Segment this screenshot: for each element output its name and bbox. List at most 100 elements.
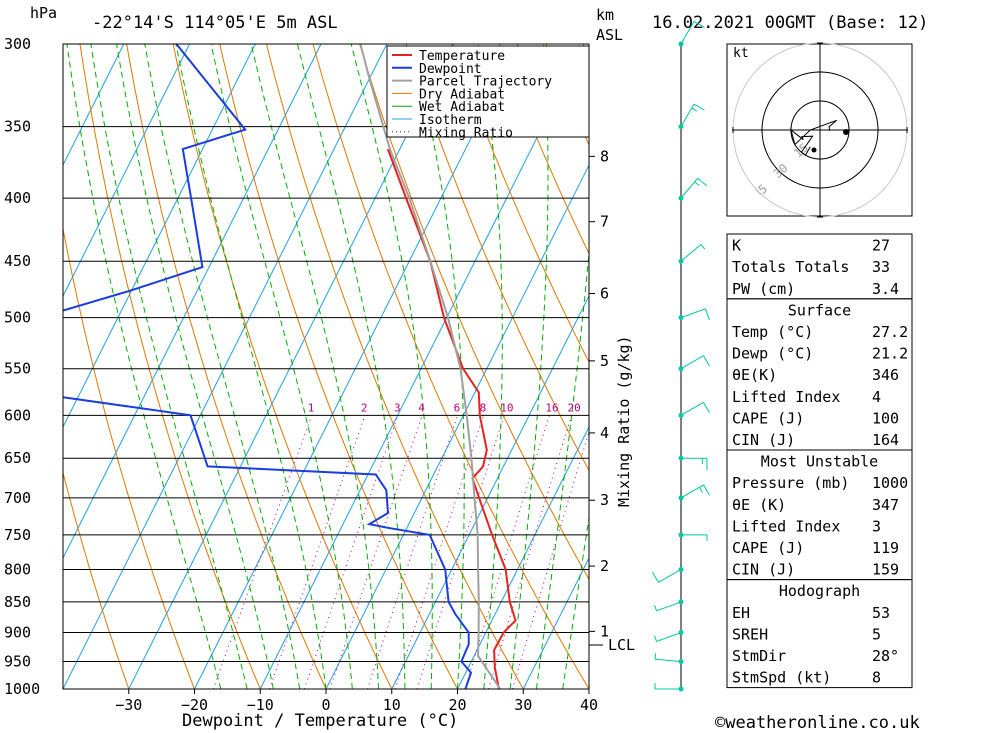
wet-adiabat-line <box>144 44 301 689</box>
isotherm-line <box>128 44 453 689</box>
hodograph-index-label: EH <box>732 604 750 622</box>
mixing-ratio-value-label: 20 <box>567 401 580 414</box>
most-unstable-index-label: CAPE (J) <box>732 539 804 557</box>
most-unstable-index-label: θE (K) <box>732 496 786 514</box>
mixing-ratio-labels: 1 2 3 4 6 8 10 16 20 <box>308 401 581 414</box>
height-tick-label: 8 <box>600 147 609 165</box>
isotherm-line <box>63 44 125 167</box>
temperature-tick-label: −10 <box>247 696 274 714</box>
wind-barb-flag <box>652 571 659 583</box>
general-index-label: Totals Totals <box>732 258 849 276</box>
isotherm-line <box>259 44 585 689</box>
isotherm-line <box>522 556 589 689</box>
wind-barb-flag <box>700 244 706 250</box>
surface-index-label: CAPE (J) <box>732 409 804 427</box>
hodograph-index-label: SREH <box>732 625 768 643</box>
mixing-ratio-axis-label: Mixing Ratio (g/kg) <box>615 335 633 507</box>
surface-index-label: θE(K) <box>732 366 777 384</box>
dry-adiabat-line <box>126 44 327 689</box>
temperature-axis-labels: −30 −20 −10 0 10 20 30 40 <box>115 689 598 714</box>
general-index-value: 3.4 <box>872 280 899 298</box>
pressure-tick-label: 600 <box>4 406 31 424</box>
mixing-ratio-value-label: 1 <box>308 401 315 414</box>
hodograph-index-value: 53 <box>872 604 890 622</box>
general-index-value: 33 <box>872 258 890 276</box>
wind-barb-flag <box>704 308 711 321</box>
pressure-tick-label: 750 <box>4 526 31 544</box>
copyright-label: ©weatheronline.co.uk <box>715 713 920 733</box>
pressure-axis-labels: 300 350 400 450 500 550 600 650 700 750 800 850 900 9… <box>4 35 40 698</box>
most-unstable-index-value: 1000 <box>872 474 908 492</box>
indices-panel: K 27 Totals Totals 33 PW (cm) 3.4 Surface Temp … <box>726 233 913 689</box>
legend-entry-label: Mixing Ratio <box>419 126 513 141</box>
pressure-tick-label: 500 <box>4 309 31 327</box>
wind-barb-staff <box>680 484 704 499</box>
most-unstable-index-label: Lifted Index <box>732 517 840 535</box>
most-unstable-index-label: CIN (J) <box>732 561 795 579</box>
wind-barb-flag <box>697 177 708 187</box>
wind-barb-flag <box>691 107 698 112</box>
asl-unit-label: ASL <box>596 26 623 44</box>
pressure-unit-label: hPa <box>30 4 57 22</box>
surface-index-value: 346 <box>872 366 899 384</box>
surface-index-value: 21.2 <box>872 345 908 363</box>
mixing-ratio-line <box>212 415 313 689</box>
hodograph-index-value: 5 <box>872 625 881 643</box>
pressure-gridlines <box>63 44 589 689</box>
most-unstable-index-value: 159 <box>872 561 899 579</box>
pressure-tick-label: 350 <box>4 118 31 136</box>
mixing-ratio-value-label: 2 <box>361 401 368 414</box>
legend-entry-label: Parcel Trajectory <box>419 75 552 90</box>
legend-entry-label: Dry Adiabat <box>419 87 505 102</box>
pressure-tick-label: 400 <box>4 189 31 207</box>
wind-barb-staff <box>680 21 695 45</box>
location-title: -22°14'S 114°05'E 5m ASL <box>92 13 338 33</box>
hodograph-unit-label: kt <box>733 46 749 61</box>
wind-barb-staff <box>680 401 704 416</box>
pressure-tick-label: 1000 <box>4 680 40 698</box>
general-index-label: K <box>732 237 741 255</box>
surface-index-value: 100 <box>872 409 899 427</box>
pressure-tick-label: 550 <box>4 360 31 378</box>
height-tick-label: 2 <box>600 557 609 575</box>
isotherm-line <box>63 44 388 689</box>
surface-index-label: CIN (J) <box>732 431 795 449</box>
isotherm-line <box>63 44 256 429</box>
pressure-tick-label: 700 <box>4 489 31 507</box>
surface-index-label: Dewp (°C) <box>732 345 813 363</box>
dry-adiabat-line <box>919 44 1000 689</box>
dry-adiabat-line <box>172 44 393 689</box>
isotherm-line <box>63 44 190 298</box>
legend-box <box>386 45 590 138</box>
temperature-tick-label: 30 <box>514 696 532 714</box>
height-tick-label: 4 <box>600 424 609 442</box>
general-index-label: PW (cm) <box>732 280 795 298</box>
hodograph-index-label: StmSpd (kt) <box>732 669 831 687</box>
dry-adiabat-line <box>965 44 1000 689</box>
wind-barb-staff <box>680 308 706 319</box>
temperature-tick-label: 0 <box>321 696 330 714</box>
hodograph-index-box <box>726 579 913 689</box>
hodograph-trace <box>790 119 838 156</box>
wind-barb-flag <box>703 402 710 413</box>
height-axis-labels: 1 2 3 4 5 6 7 8 <box>589 147 609 640</box>
wind-barb-staff <box>680 177 699 199</box>
mixing-ratio-value-label: 3 <box>394 401 401 414</box>
hodograph-index-value: 8 <box>872 669 881 687</box>
dewpoint-line <box>63 44 473 689</box>
pressure-tick-label: 800 <box>4 560 31 578</box>
surface-index-label: Lifted Index <box>732 388 840 406</box>
mixing-ratio-value-label: 4 <box>418 401 425 414</box>
wind-barb-flag <box>703 484 710 496</box>
wind-barb-staff <box>655 658 682 663</box>
hodograph-index-title: Hodograph <box>779 582 860 600</box>
isotherm-line <box>63 44 322 560</box>
surface-index-value: 27.2 <box>872 323 908 341</box>
plot-area <box>63 44 1000 689</box>
most-unstable-index-value: 3 <box>872 517 881 535</box>
mixing-ratio-line <box>303 415 399 689</box>
hodograph-index-value: 28° <box>872 647 899 665</box>
wet-adiabat-line <box>297 44 406 689</box>
wind-barb-staff <box>680 355 704 370</box>
wet-adiabat-line <box>535 247 589 689</box>
